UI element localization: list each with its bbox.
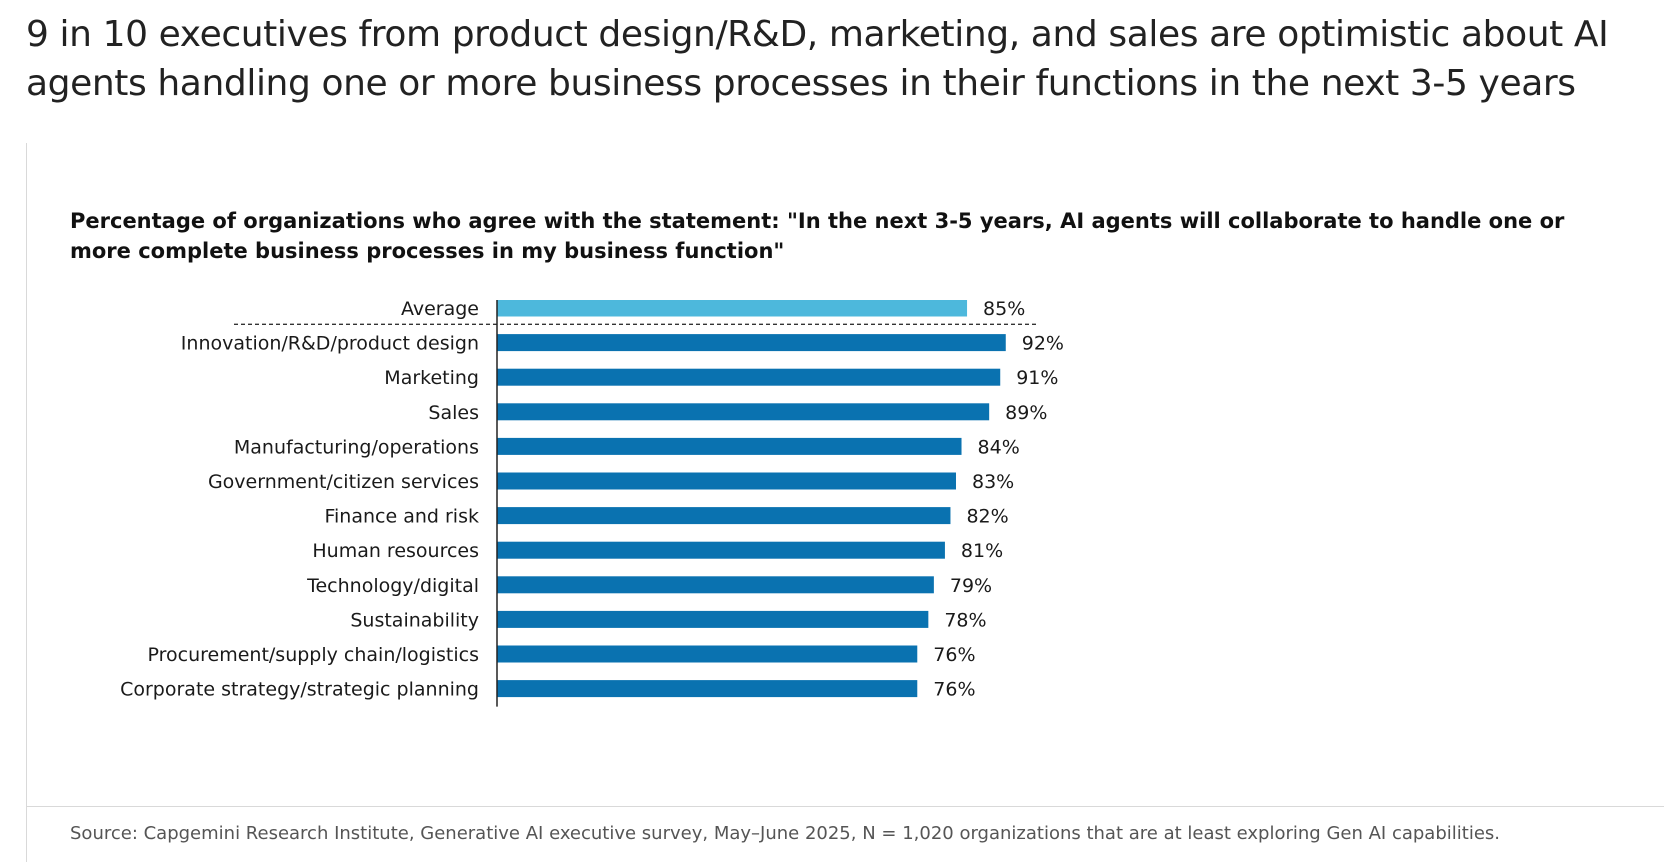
bar	[497, 368, 1001, 386]
bar	[497, 645, 918, 663]
data-label: 81%	[961, 540, 1003, 562]
category-label: Government/citizen services	[208, 471, 479, 493]
category-label: Average	[401, 300, 479, 320]
data-label: 78%	[944, 609, 986, 631]
bar	[497, 541, 945, 559]
data-label: 89%	[1005, 402, 1047, 424]
category-label: Sustainability	[350, 609, 479, 631]
data-label: 85%	[983, 300, 1025, 320]
category-label: Technology/digital	[306, 575, 479, 597]
category-label: Procurement/supply chain/logistics	[148, 644, 480, 666]
bar	[497, 507, 951, 525]
category-label: Human resources	[312, 540, 479, 562]
category-label: Manufacturing/operations	[234, 436, 479, 458]
bar	[497, 472, 956, 490]
bar	[497, 680, 918, 698]
card-bottom-rule	[26, 806, 1664, 807]
data-label: 83%	[972, 471, 1014, 493]
data-label: 76%	[933, 679, 975, 701]
category-label: Marketing	[384, 367, 479, 389]
bar	[497, 610, 929, 628]
data-label: 84%	[978, 436, 1020, 458]
chart-subtitle: Percentage of organizations who agree wi…	[70, 209, 1565, 263]
bar	[497, 334, 1006, 352]
card-left-rule	[26, 143, 27, 862]
bar-chart: Average 85% Innovation/R&D/product design 9…	[120, 300, 1064, 707]
category-label: Corporate strategy/strategic planning	[120, 679, 479, 701]
bar	[497, 576, 934, 594]
category-label: Sales	[428, 402, 479, 424]
data-label: 92%	[1022, 333, 1064, 355]
bar	[497, 403, 990, 421]
data-label: 91%	[1016, 367, 1058, 389]
category-label: Finance and risk	[324, 506, 479, 528]
category-label: Innovation/R&D/product design	[181, 333, 479, 355]
data-label: 79%	[950, 575, 992, 597]
bar	[497, 437, 962, 455]
source-note: Source: Capgemini Research Institute, Ge…	[70, 823, 1500, 844]
data-label: 76%	[933, 644, 975, 666]
data-label: 82%	[966, 506, 1008, 528]
average-bar	[497, 300, 968, 317]
headline: 9 in 10 executives from product design/R…	[26, 14, 1609, 104]
